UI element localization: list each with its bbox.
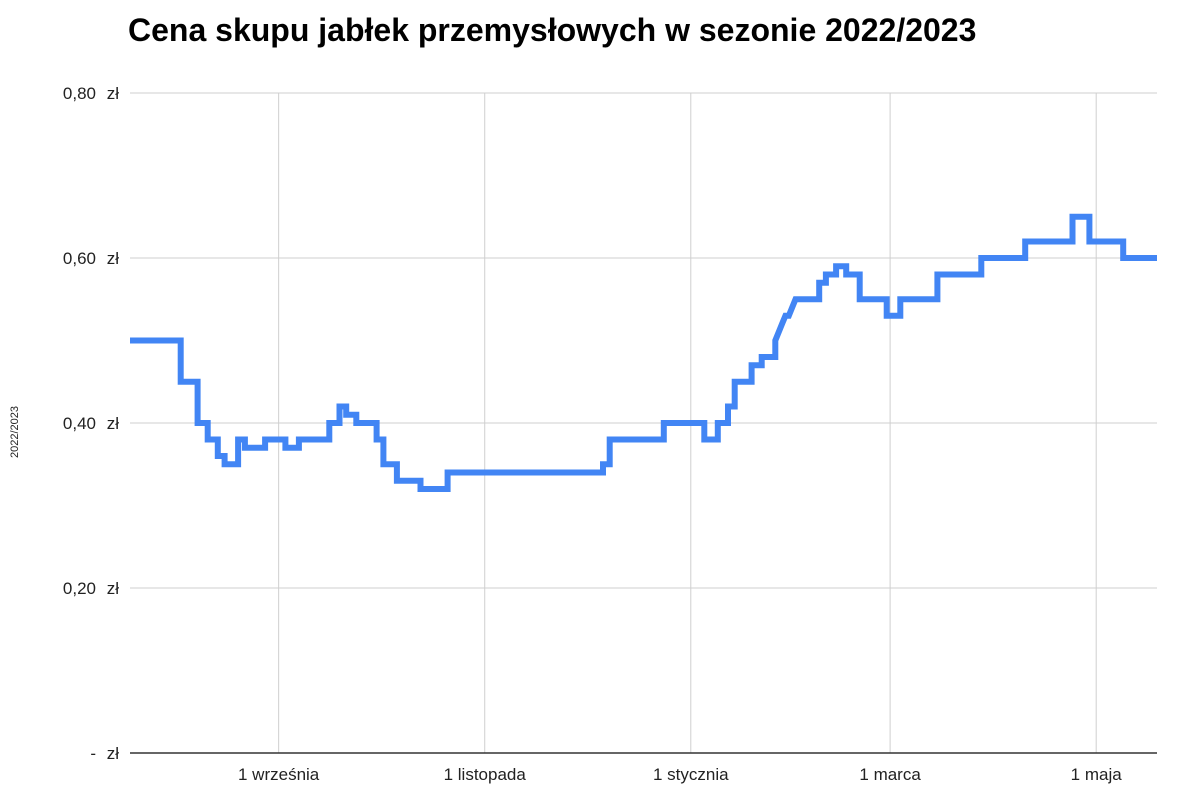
x-tick-label: 1 września (238, 765, 320, 784)
axis-layer: - zł0,20 zł0,40 zł0,60 zł0,80 zł1 września 1 l… (63, 84, 1157, 784)
y-tick-unit: zł (107, 414, 120, 433)
y-axis-label: 2022/2023 (9, 406, 21, 458)
y-tick-unit: zł (107, 579, 120, 598)
y-tick-unit: zł (107, 84, 120, 103)
x-tick-label: 1 listopada (444, 765, 527, 784)
y-tick-label: 0,40 (63, 414, 96, 433)
grid-layer (130, 92, 1157, 753)
y-tick-label: - (90, 744, 96, 763)
y-tick-unit: zł (107, 744, 120, 763)
chart-title: Cena skupu jabłek przemysłowych w sezoni… (128, 12, 977, 48)
series-layer (130, 213, 1157, 492)
series-line (130, 213, 1157, 492)
y-tick-label: 0,80 (63, 84, 96, 103)
x-tick-label: 1 maja (1071, 765, 1123, 784)
x-tick-label: 1 stycznia (653, 765, 729, 784)
y-tick-label: 0,20 (63, 579, 96, 598)
x-tick-label: 1 marca (859, 765, 921, 784)
y-tick-label: 0,60 (63, 249, 96, 268)
y-tick-unit: zł (107, 249, 120, 268)
